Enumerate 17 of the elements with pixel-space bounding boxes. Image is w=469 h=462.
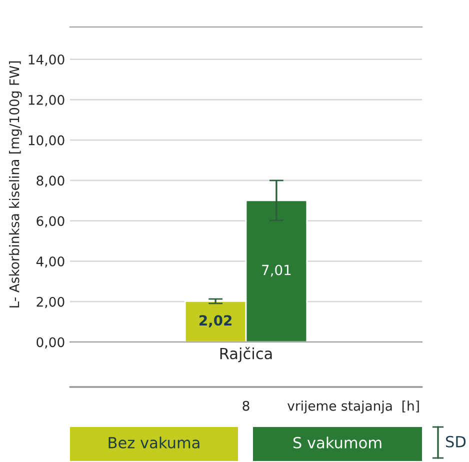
- y-tick-label: 12,00: [28, 94, 64, 106]
- x-tick-label: Rajčica: [220, 346, 272, 362]
- data-label: 7,01: [262, 264, 291, 277]
- y-tick-label: 8,00: [36, 176, 64, 188]
- y-tick-label: 10,00: [28, 135, 64, 147]
- text: Bez vakuma: [108, 436, 200, 448]
- text: vrijeme stajanja [h]: [288, 400, 419, 414]
- y-tick-label: 2,00: [36, 296, 64, 308]
- data-label: 2,02: [200, 315, 232, 328]
- text: 8: [242, 400, 250, 411]
- y-tick-label: 4,00: [36, 256, 64, 268]
- y-axis-title: L- Askorbinksa kiselina [mg/100g FW]: [9, 61, 22, 308]
- text: SD: [446, 436, 466, 448]
- y-tick-label: 0,00: [36, 337, 64, 349]
- y-tick-label: 6,00: [36, 216, 64, 228]
- text: S vakumom: [293, 436, 382, 448]
- y-tick-label: 14,00: [28, 54, 64, 66]
